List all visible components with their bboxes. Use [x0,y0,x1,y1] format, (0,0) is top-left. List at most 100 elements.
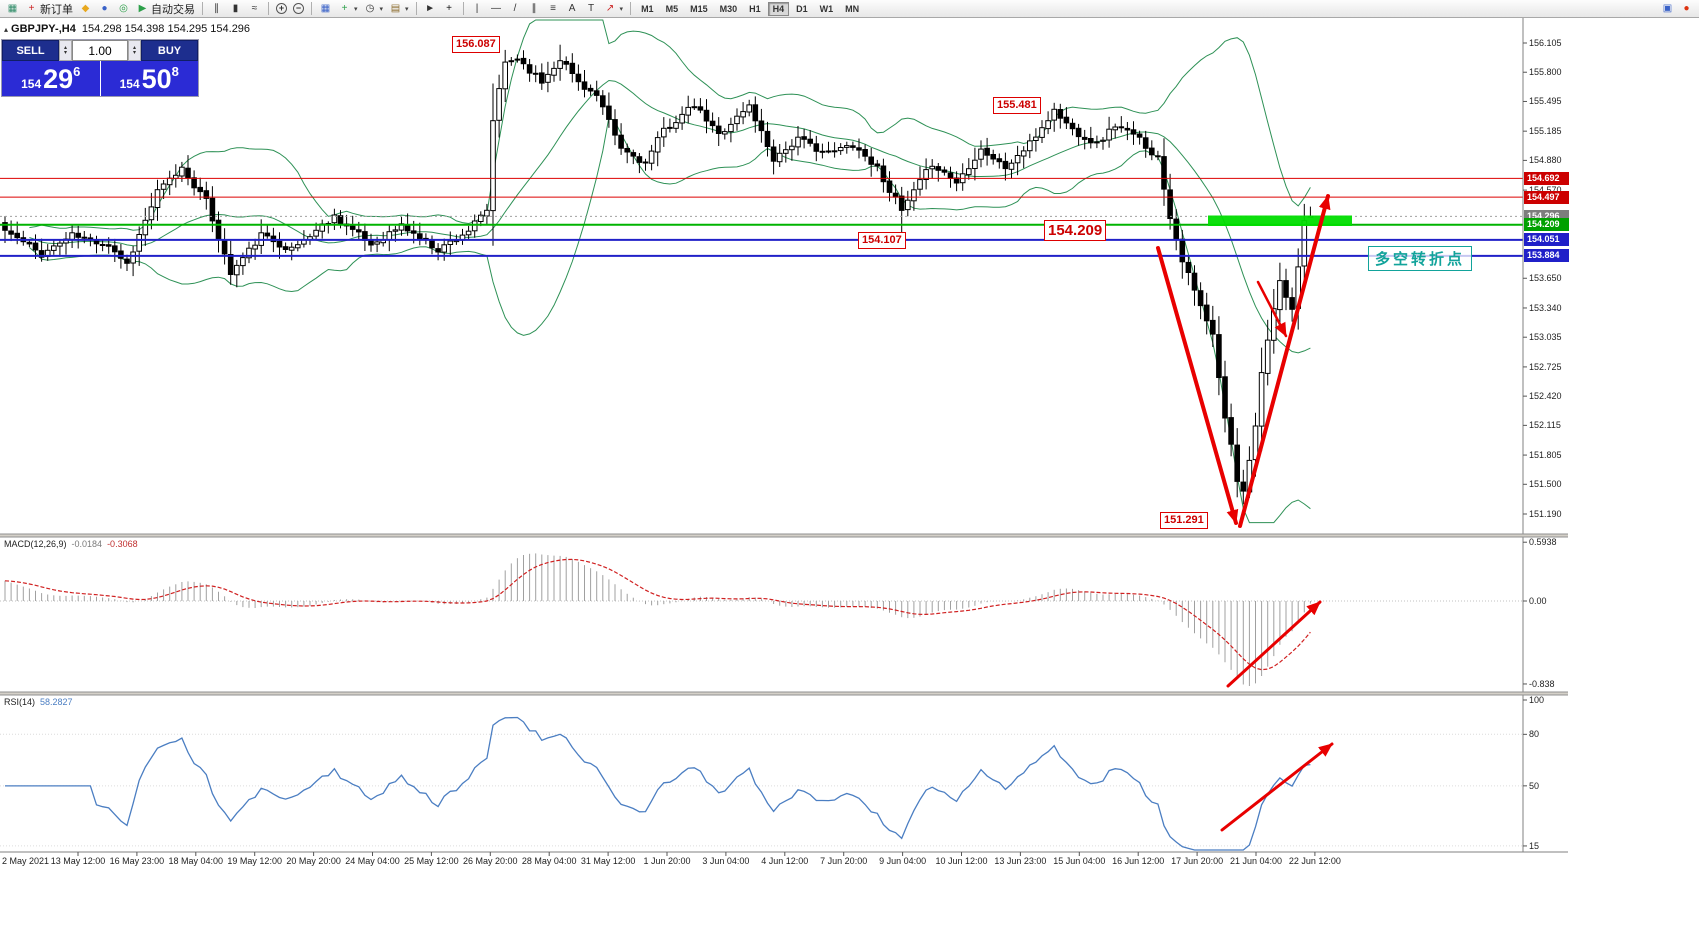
toolbar-separator [268,2,269,15]
bar-chart-icon[interactable]: ∥ [207,1,226,16]
price-axis-label: 153.340 [1529,302,1562,313]
sell-button[interactable]: SELL [2,40,59,61]
sell-price-big-figure: 154 [21,77,42,91]
time-axis-label: 31 May 12:00 [580,856,636,866]
ohlc-values: 154.298 154.398 154.295 154.296 [81,23,251,35]
indicators-list-button[interactable]: + ▾ [335,1,361,16]
new-order-button[interactable]: + 新订单 [22,1,76,16]
zoom-out-icon[interactable]: − [290,1,307,16]
trendline-icon[interactable]: / [506,1,525,16]
price-callout[interactable]: 155.481 [993,97,1041,114]
time-axis-label: 17 Jun 20:00 [1171,856,1224,866]
timeframe-button-w1[interactable]: W1 [819,3,834,14]
spinner-down-icon[interactable]: ▾ [63,49,67,56]
period-dropdown[interactable]: ◷ ▾ [361,1,387,16]
alerts-icon[interactable]: ◆ [76,1,95,16]
chart-mini-icon: ▴ [4,25,9,34]
buy-price-point: 8 [171,64,179,79]
buy-price-display[interactable]: 154 50 8 [100,61,198,96]
shapes-dropdown[interactable]: ↗ ▾ [601,1,627,16]
text-icon[interactable]: A [563,1,582,16]
sell-price-point: 6 [73,64,81,79]
crosshair-icon[interactable]: + [440,1,459,16]
timeframe-button-m1[interactable]: M1 [641,3,654,14]
autotrading-button-label: 自动交易 [151,3,195,16]
symbol-ohlc-header: ▴ GBPJPY-,H4 154.298 154.398 154.295 154.2… [4,23,250,35]
time-axis-label: 13 Jun 23:00 [994,856,1047,866]
chevron-down-icon: ▾ [619,5,624,13]
price-tag: 154.209 [1524,218,1569,232]
price-axis-label: 155.495 [1529,96,1562,107]
timeframe-button-mn[interactable]: MN [845,3,860,14]
annotation-text[interactable]: 多空转折点 [1368,246,1473,271]
vertical-line-icon: | [475,3,479,14]
fibonacci-icon[interactable]: ≡ [544,1,563,16]
macd-axis-label: -0.838 [1529,678,1555,689]
spinner-down-icon[interactable]: ▾ [132,49,136,56]
time-axis-label: 19 May 12:00 [227,856,282,866]
connection-status-icon[interactable]: ● [1677,1,1696,16]
messages-icon[interactable]: ▣ [1658,1,1677,16]
period-dropdown: ◷ [365,3,375,14]
templates-dropdown[interactable]: ▤ ▾ [386,1,412,16]
text-icon: A [568,3,576,14]
timeframe-button-m5[interactable]: M5 [665,3,679,14]
price-callout[interactable]: 156.087 [452,36,500,53]
market-watch-icon[interactable]: ● [95,1,114,16]
tile-windows-icon[interactable]: ▦ [316,1,335,16]
price-callout[interactable]: 154.209 [1044,220,1107,241]
price-axis-label: 155.800 [1529,67,1562,78]
bar-chart-icon: ∥ [214,3,219,14]
chart-canvas[interactable] [0,18,1569,878]
rsi-label: RSI(14) 58.2827 [4,697,78,707]
price-callout[interactable]: 154.107 [858,232,906,249]
candlestick-chart-icon[interactable]: ▮ [226,1,245,16]
volume-stepper-up[interactable]: ▴ ▾ [128,40,141,61]
horizontal-line-icon[interactable]: — [487,1,506,16]
timeframe-button-m30[interactable]: M30 [719,3,738,14]
timeframe-button-h4[interactable]: H4 [767,1,790,16]
panel-separator-rsi[interactable] [0,691,1569,696]
chart-window[interactable]: ▴ GBPJPY-,H4 154.298 154.398 154.295 154.2… [0,18,1699,939]
cursor-icon[interactable]: ► [421,1,440,16]
label-icon[interactable]: T [582,1,601,16]
price-axis-label: 151.805 [1529,450,1562,461]
price-axis-label: 152.115 [1529,420,1561,431]
main-toolbar: ▦ + 新订单 ◆ ● ◎ ▶ 自动交易 ∥ ▮ ≈ + − ▦ + ▾ ◷ ▾ ▤ ▾ ► + | — / ∥ ≡ A T ↗ ▾ M1 M5… [0,0,1699,18]
cursor-icon: ► [425,3,435,14]
chevron-down-icon: ▾ [405,5,409,13]
timeframe-button-h1[interactable]: H1 [749,3,761,14]
macd-axis-label: 0.5938 [1529,537,1557,548]
time-axis-label: 1 Jun 20:00 [643,856,691,866]
rsi-axis-label: 80 [1529,729,1540,740]
spinner-up-icon[interactable]: ▴ [132,44,136,51]
data-window-icon[interactable]: ◎ [114,1,133,16]
rsi-axis-label: 15 [1529,840,1540,851]
vertical-line-icon[interactable]: | [468,1,487,16]
chevron-down-icon: ▾ [379,5,384,13]
volume-stepper-down[interactable]: ▴ ▾ [59,40,72,61]
time-axis-label: 18 May 04:00 [168,856,224,866]
rsi-axis-label: 100 [1529,695,1545,705]
spinner-up-icon[interactable]: ▴ [63,44,67,51]
channel-icon[interactable]: ∥ [525,1,544,16]
candlestick-chart-icon: ▮ [232,3,239,14]
timeframe-button-m15[interactable]: M15 [690,3,708,14]
main-price-axis[interactable] [1523,18,1569,852]
time-axis-label: 20 May 20:00 [286,856,341,866]
macd-signal-value: -0.3068 [107,539,138,549]
line-chart-icon[interactable]: ≈ [245,1,264,16]
timeframe-button-d1[interactable]: D1 [796,3,808,14]
price-axis-label: 155.185 [1529,126,1562,137]
toolbar-separator [202,2,203,15]
zoom-in-icon[interactable]: + [273,1,290,16]
panel-separator-macd[interactable] [0,533,1569,538]
time-axis-label: 15 Jun 04:00 [1053,856,1106,866]
chart-window-icon[interactable]: ▦ [3,1,22,16]
buy-button[interactable]: BUY [141,40,198,61]
price-axis-label: 151.500 [1529,479,1562,490]
volume-input[interactable] [72,40,128,61]
autotrading-button[interactable]: ▶ 自动交易 [133,1,198,16]
sell-price-display[interactable]: 154 29 6 [2,61,100,96]
price-callout[interactable]: 151.291 [1160,512,1208,529]
